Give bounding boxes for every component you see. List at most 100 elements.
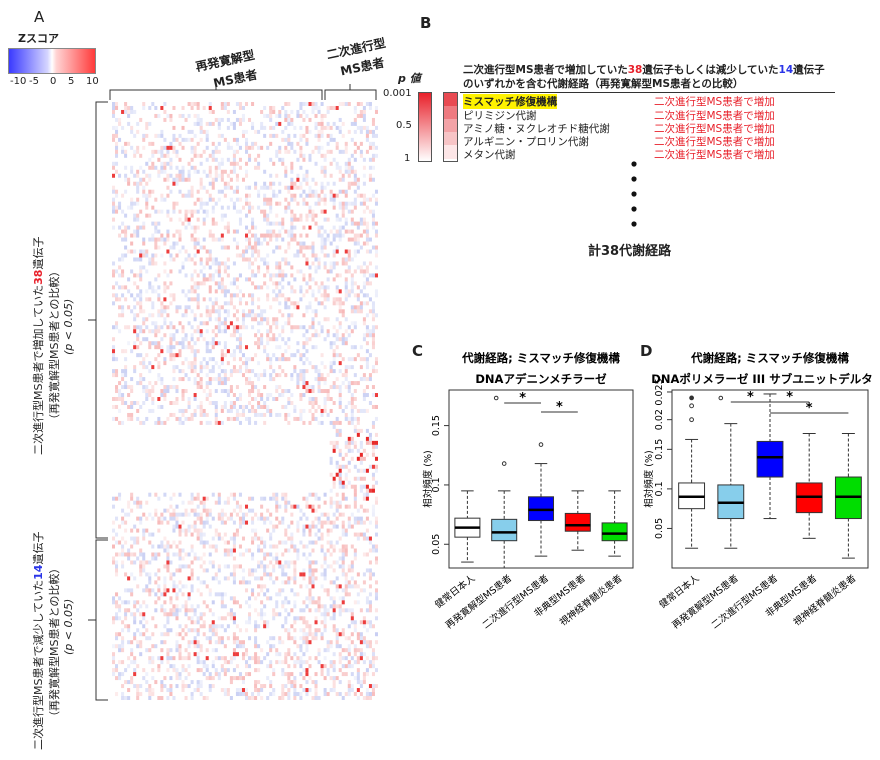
heatmap-cell (184, 684, 188, 689)
heatmap-cell (320, 536, 324, 541)
heatmap-cell (254, 608, 258, 613)
heatmap-cell (344, 416, 348, 421)
heatmap-cell (374, 592, 378, 597)
heatmap-cell (305, 341, 309, 346)
heatmap-cell (311, 401, 315, 405)
heatmap-cell (202, 660, 206, 665)
heatmap-cell (169, 684, 173, 689)
heatmap-cell (356, 584, 360, 589)
ellipsis-dot (631, 221, 637, 227)
heatmap-cell (187, 524, 191, 529)
heatmap-cell (245, 173, 249, 178)
heatmap-cell (350, 237, 354, 242)
heatmap-cell (199, 153, 203, 158)
heatmap-cell (359, 109, 363, 114)
heatmap-cell (374, 325, 378, 330)
heatmap-cell (127, 628, 131, 633)
heatmap-cell (169, 253, 173, 258)
heatmap-cell (350, 305, 354, 310)
heatmap-cell (151, 313, 155, 318)
heatmap-cell (187, 177, 191, 182)
heatmap-cell (275, 173, 279, 178)
heatmap-cell (287, 612, 291, 617)
heatmap-cell (290, 197, 294, 202)
heatmap-cell (184, 345, 188, 350)
heatmap-cell (314, 576, 318, 581)
heatmap-cell (151, 205, 155, 210)
heatmap-cell (347, 173, 351, 178)
heatmap-cell (260, 684, 264, 689)
heatmap-cell (157, 173, 161, 178)
heatmap-cell (193, 357, 197, 362)
heatmap-cell (196, 656, 200, 661)
heatmap-cell (341, 560, 345, 565)
heatmap-cell (178, 189, 182, 194)
pathway-status-3: 二次進行型MS患者で増加 (654, 136, 775, 148)
heatmap-cell (257, 193, 261, 198)
heatmap-cell (148, 592, 152, 597)
heatmap-cell (193, 652, 197, 657)
heatmap-cell (311, 105, 315, 110)
heatmap-cell (326, 181, 330, 186)
heatmap-cell (133, 524, 137, 529)
heatmap-cell (199, 616, 203, 621)
heatmap-cell (326, 548, 330, 553)
heatmap-cell (139, 269, 143, 274)
heatmap-cell (251, 141, 255, 146)
heatmap-cell (245, 548, 249, 553)
ellipsis-dots (631, 161, 637, 227)
heatmap-cell (329, 189, 333, 194)
heatmap-cell (266, 265, 270, 270)
heatmap-cell (329, 408, 333, 413)
heatmap-cell (196, 225, 200, 230)
heatmap-cell (245, 416, 249, 421)
heatmap-cell (142, 337, 146, 342)
heatmap-cell (374, 500, 378, 505)
heatmap-cell (266, 620, 270, 625)
heatmap-cell (302, 293, 306, 298)
heatmap-cell (350, 568, 354, 573)
heatmap-cell (130, 536, 134, 541)
heatmap-cell (302, 381, 306, 386)
heatmap-cell (220, 289, 224, 294)
heatmap-cell (338, 401, 342, 405)
heatmap-cell (211, 273, 215, 278)
heatmap-cell (302, 189, 306, 194)
heatmap-cell (368, 173, 372, 178)
heatmap-cell (115, 161, 119, 166)
heatmap-cell (368, 373, 372, 378)
heatmap-cell (217, 265, 221, 270)
heatmap-cell (284, 197, 288, 202)
heatmap-cell (157, 365, 161, 370)
heatmap-cell (112, 616, 116, 621)
heatmap-cell (287, 313, 291, 318)
heatmap-cell (362, 293, 366, 298)
heatmap-cell (341, 213, 345, 218)
heatmap-cell (350, 321, 354, 326)
heatmap-cell (115, 676, 119, 681)
heatmap-cell (112, 520, 116, 525)
heatmap-cell (172, 528, 176, 533)
heatmap-cell (350, 412, 354, 417)
heatmap-cell (139, 548, 143, 553)
heatmap-cell (139, 225, 143, 230)
heatmap-cell (112, 656, 116, 661)
heatmap-cell (148, 576, 152, 581)
heatmap-cell (257, 305, 261, 310)
heatmap-cell (157, 329, 161, 334)
heatmap-cell (281, 293, 285, 298)
heatmap-cell (254, 237, 258, 242)
heatmap-cell (136, 185, 140, 190)
heatmap-cell (293, 580, 297, 585)
heatmap-cell (341, 552, 345, 557)
heatmap-cell (208, 512, 212, 517)
heatmap-cell (112, 301, 116, 306)
heatmap-cell (350, 309, 354, 314)
heatmap-cell (347, 568, 351, 573)
heatmap-cell (142, 189, 146, 194)
heatmap-cell (151, 141, 155, 146)
heatmap-cell (254, 644, 258, 649)
heatmap-cell (317, 145, 321, 150)
heatmap-cell (232, 416, 236, 421)
heatmap-cell (278, 612, 282, 617)
